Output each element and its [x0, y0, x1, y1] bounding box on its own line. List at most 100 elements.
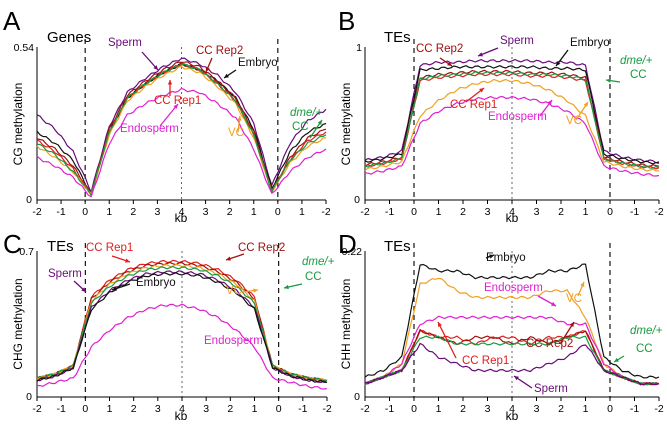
- y-tick-label: 0: [354, 391, 360, 403]
- y-axis-label: CHG methylation: [11, 278, 25, 369]
- x-tick-label: -2: [360, 403, 369, 415]
- x-tick-label: -2: [321, 206, 330, 218]
- annotation-embryo: Embryo: [136, 277, 176, 289]
- x-tick-label: 4: [179, 403, 185, 415]
- annotation-cc-rep1: CC Rep1: [154, 95, 201, 107]
- x-tick-label: 0: [82, 403, 88, 415]
- annotation-cc: CC: [292, 121, 309, 133]
- x-tick-label: 1: [252, 403, 258, 415]
- series-line-embryo: [364, 263, 660, 379]
- annotation-arrowhead: [583, 102, 588, 107]
- x-tick-label: 2: [558, 206, 564, 218]
- x-tick-label: 3: [485, 206, 491, 218]
- y-axis-label: CHH methylation: [339, 279, 353, 370]
- x-tick-label: 3: [203, 206, 209, 218]
- annotation-arrowhead: [253, 288, 258, 293]
- y-tick-label: 0: [26, 194, 32, 206]
- x-tick-label: -1: [56, 206, 65, 218]
- x-tick-label: 2: [130, 206, 136, 218]
- y-tick-label: 0.22: [342, 246, 363, 258]
- x-tick-label: 2: [460, 403, 466, 415]
- annotation-cc: CC: [636, 343, 653, 355]
- annotation-arrowhead: [489, 254, 494, 259]
- chart-panel-a: 0 0.54 -2 -1 0 1 2 3 4 3 2 1 0 1 -2 A Genes CG methylatio…: [3, 6, 331, 225]
- x-tick-label: 2: [131, 403, 137, 415]
- annotation-arrowhead: [447, 61, 452, 66]
- annotation-arrowhead: [226, 256, 231, 261]
- annotation-arrowhead: [205, 67, 210, 72]
- annotation-vc: VC: [566, 115, 582, 127]
- panel-letter: C: [3, 229, 22, 259]
- series-line-sperm: [36, 57, 327, 193]
- series-line-endosperm: [364, 95, 660, 177]
- annotation-cc-rep2: CC Rep2: [416, 43, 463, 55]
- x-tick-label: 2: [227, 403, 233, 415]
- annotation-cc-rep1: CC Rep1: [86, 242, 133, 254]
- x-tick-label: -2: [322, 403, 331, 415]
- x-tick-label: 1: [106, 206, 112, 218]
- series-line-embryo: [36, 272, 328, 383]
- x-tick-label: 1: [436, 206, 442, 218]
- annotation-endosperm: Endosperm: [488, 111, 547, 123]
- series-line-endosperm: [364, 315, 660, 386]
- annotation-vc: VC: [228, 127, 244, 139]
- series-line-vc: [364, 78, 659, 172]
- x-tick-label: 0: [607, 206, 613, 218]
- annotation-cc: CC: [305, 271, 322, 283]
- x-axis-label: kb: [506, 409, 519, 423]
- annotation-dme: dme/+: [290, 107, 323, 119]
- annotation-dme: dme/+: [620, 55, 653, 67]
- x-tick-label: 1: [583, 206, 589, 218]
- annotation-arrowhead: [284, 284, 289, 290]
- annotation-embryo: Embryo: [238, 57, 278, 69]
- x-tick-label: 0: [411, 206, 417, 218]
- panel-title: Genes: [47, 29, 91, 46]
- annotation-arrowhead: [569, 322, 574, 327]
- annotation-arrowhead: [479, 88, 484, 93]
- series-line-endosperm: [36, 87, 327, 198]
- y-axis-label: CG methylation: [339, 83, 353, 166]
- x-tick-label: -2: [654, 403, 663, 415]
- annotation-sperm: Sperm: [534, 383, 568, 395]
- annotation-arrowhead: [547, 100, 552, 105]
- x-tick-label: 0: [607, 403, 613, 415]
- x-tick-label: 2: [460, 206, 466, 218]
- annotation-arrowhead: [514, 376, 519, 381]
- x-tick-label: 3: [534, 206, 540, 218]
- x-tick-label: -1: [298, 403, 307, 415]
- series-line-dme-cc: [364, 71, 660, 169]
- annotation-arrowhead: [224, 73, 229, 78]
- x-tick-label: 1: [436, 403, 442, 415]
- panel-letter: D: [338, 229, 357, 259]
- annotation-embryo: Embryo: [486, 252, 526, 264]
- annotation-arrow: [437, 321, 457, 359]
- x-tick-label: 1: [299, 206, 305, 218]
- x-axis-label: kb: [175, 211, 188, 225]
- x-tick-label: 3: [534, 403, 540, 415]
- x-tick-label: -2: [32, 206, 41, 218]
- x-tick-label: 2: [558, 403, 564, 415]
- annotation-arrowhead: [551, 301, 556, 306]
- annotation-sperm: Sperm: [500, 35, 534, 47]
- annotation-arrowhead: [153, 65, 158, 70]
- annotation-arrowhead: [317, 120, 322, 125]
- x-tick-label: -1: [630, 403, 639, 415]
- annotation-arrowhead: [112, 286, 117, 291]
- annotation-arrowhead: [237, 116, 242, 121]
- x-tick-label: 0: [411, 403, 417, 415]
- x-tick-label: 2: [227, 206, 233, 218]
- y-tick-label: 0: [354, 194, 360, 206]
- annotation-arrowhead: [614, 357, 619, 362]
- annotation-arrowhead: [606, 78, 611, 83]
- x-tick-label: -1: [56, 403, 65, 415]
- x-tick-label: 3: [203, 403, 209, 415]
- annotation-arrowhead: [556, 61, 561, 66]
- x-tick-label: -1: [630, 206, 639, 218]
- chart-panel-b: 0 1 -2 -1 0 1 2 3 4 3 2 1 0 -1 -2 B TEs CG methylation kb C…: [338, 6, 664, 225]
- x-tick-label: 1: [107, 403, 113, 415]
- y-tick-label: 0.54: [14, 42, 35, 54]
- x-tick-label: 3: [485, 403, 491, 415]
- annotation-cc-rep1: CC Rep1: [450, 99, 497, 111]
- chart-panel-d: 0 0.22 -2 -1 0 1 2 3 4 3 2 1 0 -1 -2 D TEs CHH methylatio…: [338, 229, 664, 423]
